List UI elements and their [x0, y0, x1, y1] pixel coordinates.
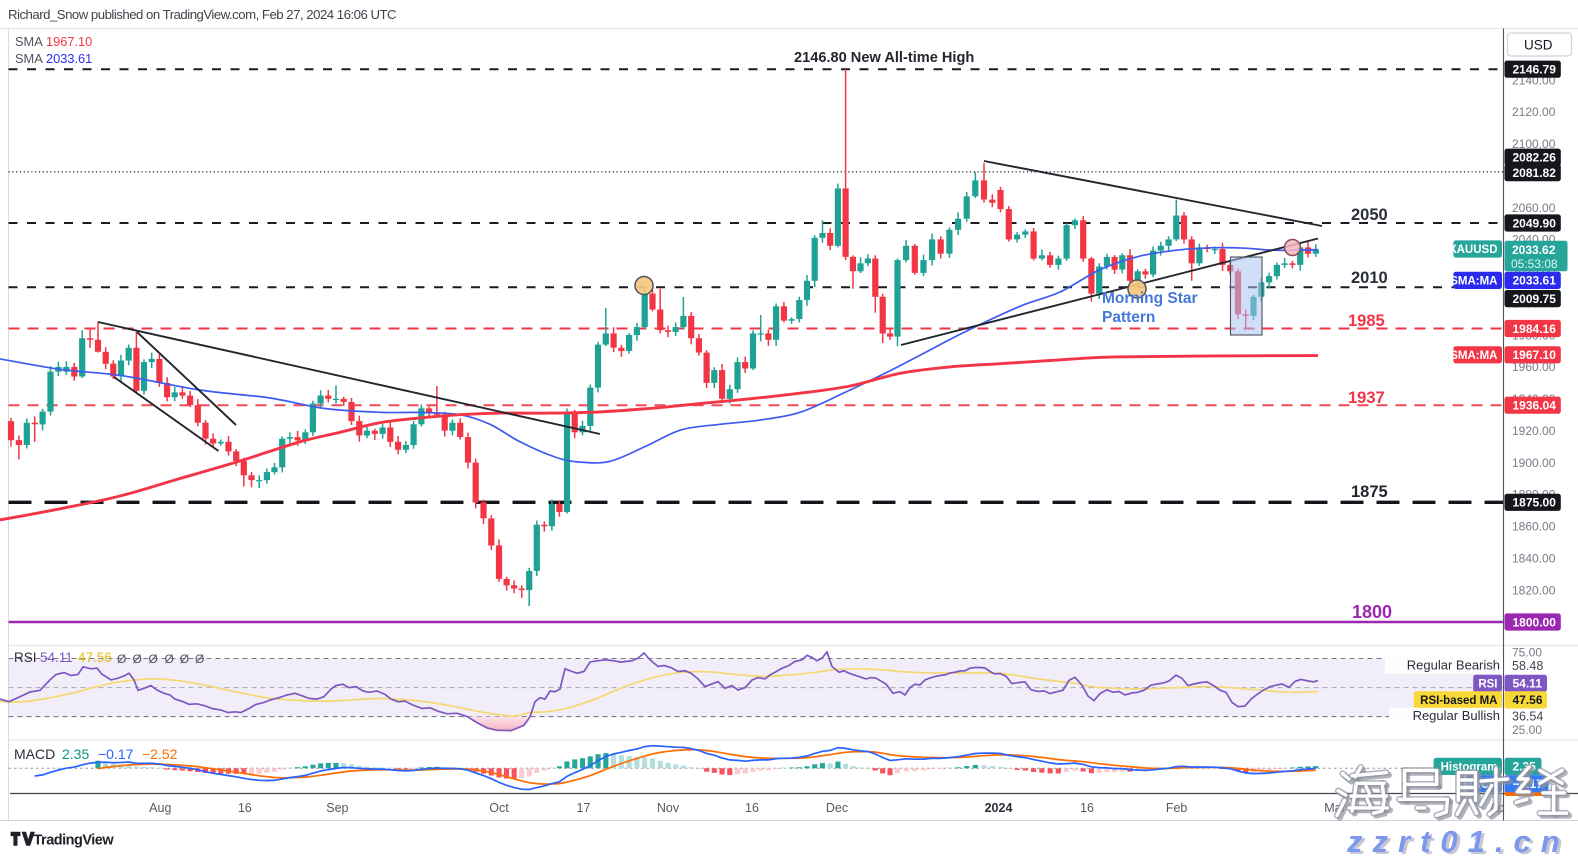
svg-text:Ø: Ø [149, 652, 158, 666]
svg-text:Dec: Dec [826, 801, 848, 815]
svg-text:SMA:MA: SMA:MA [1450, 276, 1497, 288]
svg-text:Ø: Ø [133, 652, 142, 666]
svg-text:MACD: MACD [14, 746, 55, 762]
svg-text:Morning Star: Morning Star [1102, 290, 1198, 307]
svg-text:−2.52: −2.52 [142, 746, 178, 762]
svg-text:2082.26: 2082.26 [1513, 151, 1557, 165]
svg-text:54.11: 54.11 [40, 650, 73, 665]
svg-text:1936.04: 1936.04 [1513, 399, 1557, 413]
svg-text:Ø: Ø [165, 652, 174, 666]
svg-text:TradingView: TradingView [34, 833, 115, 849]
svg-text:47.56: 47.56 [78, 650, 112, 665]
svg-text:Richard_Snow published on Trad: Richard_Snow published on TradingView.co… [8, 7, 397, 22]
svg-text:Ø: Ø [195, 652, 204, 666]
svg-text:1985: 1985 [1348, 312, 1385, 330]
svg-text:1920.00: 1920.00 [1512, 424, 1556, 438]
svg-text:1840.00: 1840.00 [1512, 552, 1556, 566]
svg-text:2033.61: 2033.61 [46, 51, 92, 66]
svg-text:17: 17 [577, 801, 591, 815]
svg-text:16: 16 [1080, 801, 1094, 815]
svg-text:1900.00: 1900.00 [1512, 456, 1556, 470]
svg-text:1967.10: 1967.10 [1513, 348, 1557, 362]
svg-text:Sep: Sep [326, 801, 348, 815]
svg-text:Regular Bearish: Regular Bearish [1407, 658, 1500, 673]
svg-text:Feb: Feb [1166, 801, 1188, 815]
svg-text:2050: 2050 [1351, 206, 1388, 224]
svg-text:2120.00: 2120.00 [1512, 105, 1556, 119]
svg-text:75.00: 75.00 [1512, 646, 1542, 660]
svg-text:1937: 1937 [1348, 389, 1385, 407]
svg-text:47.56: 47.56 [1513, 693, 1543, 707]
svg-text:1800.00: 1800.00 [1513, 615, 1557, 629]
svg-text:1875: 1875 [1351, 483, 1388, 501]
svg-text:54.11: 54.11 [1513, 677, 1543, 691]
svg-text:1800: 1800 [1352, 602, 1392, 622]
svg-text:58.48: 58.48 [1512, 659, 1543, 673]
svg-text:2081.82: 2081.82 [1513, 166, 1557, 180]
svg-text:SMA:MA: SMA:MA [1450, 350, 1497, 362]
svg-text:Aug: Aug [149, 801, 171, 815]
svg-text:Histogram: Histogram [1441, 762, 1498, 774]
svg-text:1820.00: 1820.00 [1512, 583, 1556, 597]
svg-text:−0.17: −0.17 [98, 746, 134, 762]
svg-text:RSI: RSI [14, 650, 37, 665]
svg-text:2146.80 New All-time High: 2146.80 New All-time High [794, 50, 974, 66]
svg-text:2.35: 2.35 [62, 746, 89, 762]
svg-text:2049.90: 2049.90 [1513, 216, 1557, 230]
svg-text:2010: 2010 [1351, 269, 1388, 287]
svg-text:RSI: RSI [1478, 678, 1497, 690]
svg-text:25.00: 25.00 [1512, 723, 1542, 737]
svg-text:Ø: Ø [117, 652, 126, 666]
svg-text:Oct: Oct [489, 801, 509, 815]
svg-text:Pattern: Pattern [1102, 309, 1155, 326]
svg-text:XAUUSD: XAUUSD [1449, 244, 1498, 256]
svg-text:1960.00: 1960.00 [1512, 360, 1556, 374]
svg-text:Regular Bullish: Regular Bullish [1413, 708, 1500, 723]
svg-text:zzrt01.cn: zzrt01.cn [1346, 824, 1570, 857]
svg-text:zzrt01.cn: zzrt01.cn [1349, 826, 1573, 857]
svg-text:05:53:08: 05:53:08 [1511, 257, 1558, 271]
svg-text:SMA: SMA [15, 34, 43, 49]
svg-text:Ø: Ø [180, 652, 189, 666]
svg-text:Nov: Nov [657, 801, 680, 815]
svg-text:2100.00: 2100.00 [1512, 137, 1556, 151]
svg-text:2146.79: 2146.79 [1513, 63, 1557, 77]
svg-text:36.54: 36.54 [1512, 710, 1543, 724]
svg-text:1860.00: 1860.00 [1512, 520, 1556, 534]
svg-text:2060.00: 2060.00 [1512, 201, 1556, 215]
svg-text:1875.00: 1875.00 [1513, 496, 1557, 510]
svg-text:RSI-based MA: RSI-based MA [1420, 695, 1497, 707]
svg-text:SMA: SMA [15, 51, 43, 66]
svg-text:16: 16 [745, 801, 759, 815]
svg-text:1984.16: 1984.16 [1513, 322, 1557, 336]
svg-text:16: 16 [238, 801, 252, 815]
svg-text:2009.75: 2009.75 [1513, 292, 1557, 306]
svg-text:USD: USD [1524, 38, 1553, 53]
svg-text:2033.62: 2033.62 [1512, 243, 1556, 257]
svg-text:2024: 2024 [985, 801, 1013, 815]
svg-text:2033.61: 2033.61 [1513, 274, 1557, 288]
svg-text:1967.10: 1967.10 [46, 34, 92, 49]
